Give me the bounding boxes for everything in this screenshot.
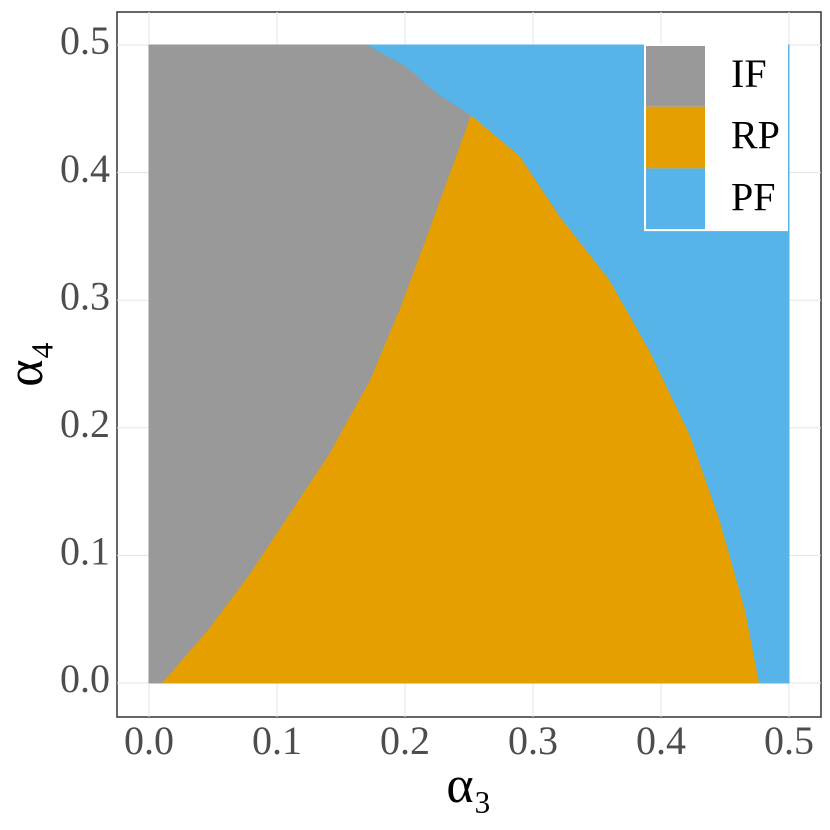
- y-tick-label: 0.4: [60, 146, 110, 191]
- legend-swatch: [645, 168, 705, 231]
- y-tick-label: 0.2: [60, 401, 110, 446]
- x-axis-label: α₃: [446, 757, 491, 814]
- y-axis-label: α₄: [0, 341, 54, 386]
- ticks: 0.0 0.1 0.2 0.3 0.4 0.5 0.0 0.1 0.2 0.3 0.4 0.5: [60, 18, 814, 763]
- x-tick-label: 0.2: [380, 718, 430, 763]
- x-tick-label: 0.3: [508, 718, 558, 763]
- x-tick-label: 0.4: [636, 718, 686, 763]
- y-tick-label: 0.3: [60, 273, 110, 318]
- legend-swatch: [645, 106, 705, 169]
- legend-label: RP: [731, 113, 780, 158]
- x-tick-label: 0.5: [764, 718, 814, 763]
- x-tick-label: 0.0: [124, 718, 174, 763]
- legend-border: [644, 44, 788, 232]
- legend: IF RP PF: [644, 44, 788, 232]
- y-tick-label: 0.1: [60, 529, 110, 574]
- legend-label: PF: [731, 174, 776, 219]
- x-tick-label: 0.1: [252, 718, 302, 763]
- legend-label: IF: [731, 51, 767, 96]
- legend-swatch: [645, 45, 705, 107]
- y-tick-label: 0.5: [60, 18, 110, 63]
- y-tick-label: 0.0: [60, 656, 110, 701]
